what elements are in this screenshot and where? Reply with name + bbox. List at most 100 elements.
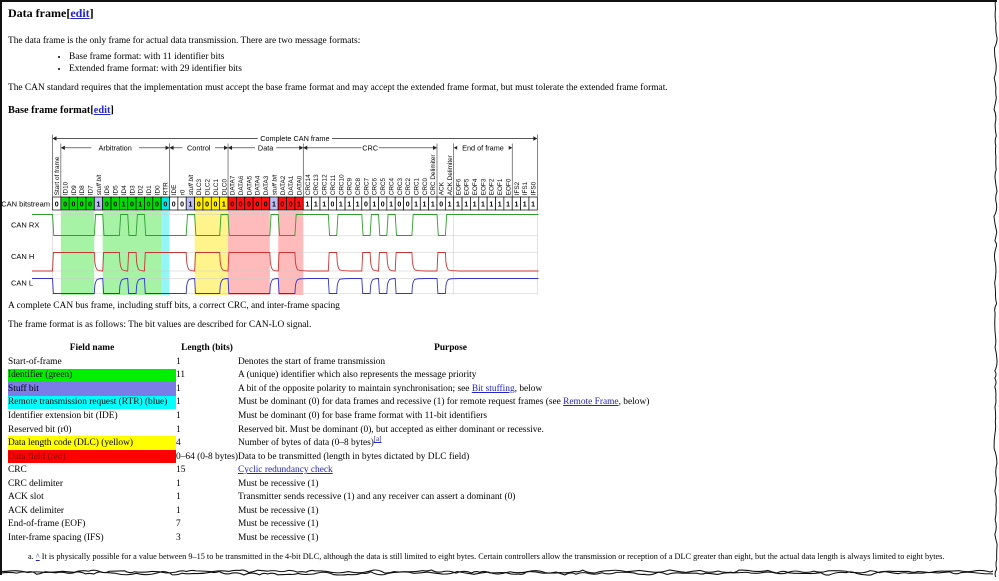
bit-label: DLC0 [221,179,228,196]
purpose-cell: Must be dominant (0) for base frame form… [238,410,488,421]
bit-label: DATA3 [263,175,270,195]
standard-paragraph: The CAN standard requires that the imple… [8,83,668,93]
bit-value: 1 [122,202,126,209]
length-cell: 3 [176,532,181,543]
bit-label: EOF6 [455,178,462,195]
table-row: Data length code (DLC) (yellow) 4 Number o… [8,436,663,450]
bit-value: 0 [155,202,159,209]
bit-label: CRC3 [397,177,404,195]
purpose-cell: Must be recessive (1) [238,532,319,543]
table-row: CRC delimiter 1 Must be recessive (1) [8,477,663,491]
bit-label: ID4 [121,185,128,195]
section-label: Arbitration [99,143,132,152]
bit-value: 1 [531,202,535,209]
field-name-cell: Remote transmission request (RTR) (blue) [8,395,176,410]
field-name-cell: CRC [8,465,27,476]
bit-label: ID7 [88,185,95,195]
bit-label: ACK [439,181,446,195]
bit-value: 1 [464,202,468,209]
bit-value: 1 [389,202,393,209]
bit-value: 0 [130,202,134,209]
length-cell: 1 [176,356,181,367]
bit-label: IFS0 [531,181,538,195]
bit-value: 1 [297,202,301,209]
bit-value: 1 [305,202,309,209]
bit-value: 0 [105,202,109,209]
bit-value: 0 [406,202,410,209]
table-header-2: Purpose [434,343,467,353]
bit-value: 1 [498,202,502,209]
bit-label: DATA2 [280,175,287,195]
table-row: Reserved bit (r0) 1 Reserved bit. Must be … [8,423,663,437]
section-label: Data [258,143,274,152]
bit-label: DATA0 [296,175,303,195]
bit-label: DATA7 [230,175,237,195]
bit-label: ACK Delimiter [447,154,454,195]
bit-label: Start of frame [54,156,61,195]
section-label: Control [187,143,211,152]
field-name-cell: Data length code (DLC) (yellow) [8,436,176,450]
bit-value: 1 [489,202,493,209]
bit-value: 0 [255,202,259,209]
table-link[interactable]: Remote Frame [563,397,619,408]
bit-value: 0 [364,202,368,209]
bit-value: 0 [381,202,385,209]
bit-label: ID1 [146,185,153,195]
subsection-title-text: Base frame format [8,105,91,116]
bit-label: CRC14 [305,174,312,195]
bit-value: 0 [88,202,92,209]
can-rx-trace [32,214,539,236]
length-cell: 1 [176,424,181,435]
bit-label: CRC0 [422,177,429,195]
edit-link-2[interactable]: edit [93,105,111,116]
bit-value: 1 [222,202,226,209]
footnote-marker: a. [28,551,34,561]
table-row: Start-of-frame 1 Denotes the start of fram… [8,355,663,369]
bit-label: EOF3 [480,178,487,195]
table-link[interactable]: Bit stuffing [471,383,515,394]
bit-label: CRC8 [355,177,362,195]
bit-value: 1 [506,202,510,209]
bit-value: 1 [347,202,351,209]
bit-value: 1 [339,202,343,209]
bit-value: 0 [439,202,443,209]
bit-label: r0 [179,189,186,195]
bit-value: 1 [372,202,376,209]
purpose-cell: Must be recessive (1) [238,505,319,516]
subsection-title: Base frame format[edit] [8,105,114,116]
footnote-backref-link[interactable]: ^ [35,551,40,561]
table-row: Identifier (green) 11 A (unique) identifie… [8,368,663,383]
edit-link[interactable]: edit [70,6,90,20]
bit-value: 0 [147,202,151,209]
bit-label: stuff bit [188,174,195,195]
bit-value: 0 [280,202,284,209]
bit-value: 0 [264,202,268,209]
edit-bracket-close: ] [89,6,94,20]
length-cell: 11 [176,370,186,381]
bit-value: 0 [113,202,117,209]
bit-label: DATA1 [288,175,295,195]
bit-value: 0 [180,202,184,209]
bit-value: 1 [322,202,326,209]
bit-label: RTR [163,182,170,195]
can-h-trace [32,252,539,272]
footnote-ref-link[interactable]: [a] [373,435,382,443]
bit-value: 1 [456,202,460,209]
format-note: The frame format is as follows: The bit … [8,319,312,330]
bit-value: 0 [63,202,67,209]
table-row: ACK delimiter 1 Must be recessive (1) [8,504,663,518]
table-row: Identifier extension bit (IDE) 1 Must be d… [8,409,663,423]
bit-value: 0 [230,202,234,209]
bit-label: ID6 [104,185,111,195]
bit-value: 0 [239,202,243,209]
bit-value: 0 [331,202,335,209]
bit-value: 1 [272,202,276,209]
bit-label: DLC3 [196,179,203,196]
bit-label: EOF1 [497,178,504,195]
table-link[interactable]: Cyclic redundancy check [238,465,333,476]
purpose-cell: Data to be transmitted (length in bytes … [238,451,470,462]
signal-label: CAN RX [11,221,39,230]
bit-value: 1 [314,202,318,209]
bit-label: CRC10 [338,174,345,195]
bit-value: 0 [163,202,167,209]
